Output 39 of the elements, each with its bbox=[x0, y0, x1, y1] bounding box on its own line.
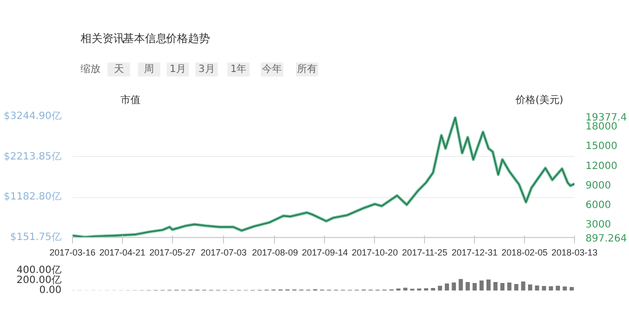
text: 所有 bbox=[297, 63, 318, 75]
x-tick-label: 2017-04-21 bbox=[99, 248, 146, 258]
text: 天 bbox=[114, 64, 124, 75]
text: 价格趋势 bbox=[164, 32, 210, 45]
x-tick-label: 2017-08-09 bbox=[252, 248, 298, 258]
y2-tick-label: 18000 bbox=[586, 122, 618, 133]
y2-tick-label: 9000 bbox=[586, 180, 611, 192]
y-tick-label: $151.75亿 bbox=[10, 232, 62, 243]
text: 1月 bbox=[170, 64, 186, 75]
text: 相关资讯 bbox=[80, 32, 124, 45]
y2-tick-label: 3000 bbox=[586, 220, 611, 231]
y-tick-label: $3244.90亿 bbox=[4, 111, 62, 122]
y-tick-label: 400.00亿 bbox=[16, 265, 62, 276]
y-tick-label: 200.00亿 bbox=[16, 275, 62, 286]
y2-tick-label: 12000 bbox=[586, 160, 618, 172]
text: 周 bbox=[144, 64, 154, 75]
y-tick-label: $2213.85亿 bbox=[4, 151, 62, 162]
text: 今年 bbox=[262, 63, 282, 75]
y2-tick-label: 19377.4 bbox=[586, 112, 627, 124]
x-tick-label: 2017-05-27 bbox=[149, 248, 196, 258]
y2-axis-title: 价格(美元) bbox=[514, 94, 564, 106]
y-tick-label: $1182.80亿 bbox=[4, 192, 62, 203]
y-tick-label: 0.00 bbox=[39, 285, 62, 296]
y2-tick-label: 6000 bbox=[586, 200, 611, 212]
y2-tick-label: 15000 bbox=[586, 141, 618, 152]
text: 缩放 bbox=[80, 63, 100, 75]
text: 1年 bbox=[230, 63, 247, 75]
x-tick-label: 2017-03-16 bbox=[49, 248, 96, 258]
x-tick-label: 2017-09-14 bbox=[302, 248, 348, 258]
text: 3月 bbox=[198, 64, 215, 75]
x-tick-label: 2017-07-03 bbox=[200, 248, 247, 258]
x-tick-label: 2017-11-25 bbox=[402, 248, 448, 258]
y-axis-title: 市值 bbox=[120, 94, 140, 106]
x-tick-label: 2017-10-20 bbox=[352, 248, 398, 258]
x-tick-label: 2018-02-05 bbox=[502, 248, 548, 258]
text: 基本信息 bbox=[122, 32, 167, 45]
y2-tick-label: 897.264 bbox=[586, 234, 627, 244]
x-tick-label: 2018-03-13 bbox=[551, 248, 598, 258]
x-tick-label: 2017-12-31 bbox=[452, 248, 498, 258]
